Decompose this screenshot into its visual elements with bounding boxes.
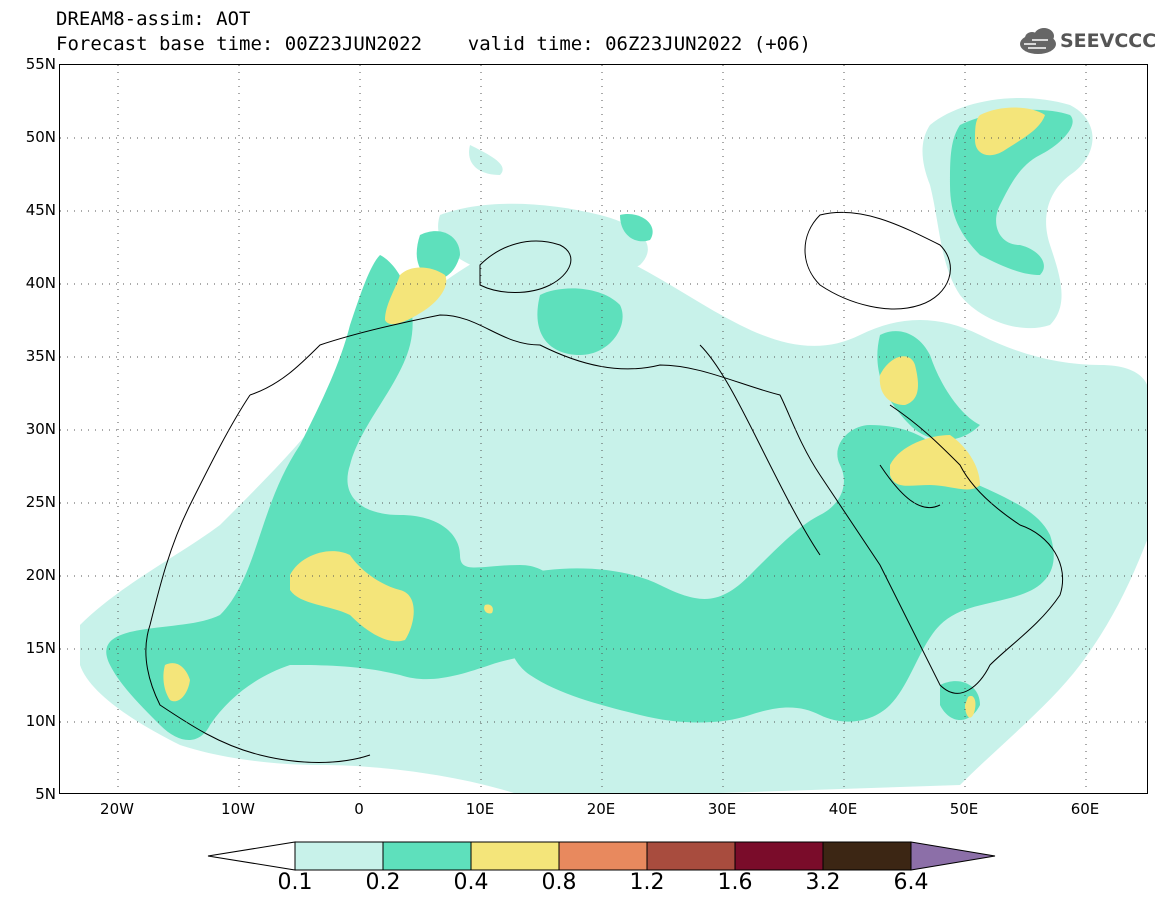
colorbar-label: 3.2 <box>805 870 841 895</box>
lon-label: 10W <box>221 800 255 818</box>
colorbar-segment-below <box>207 841 296 871</box>
lat-label: 15N <box>25 639 56 657</box>
colorbar-label: 0.4 <box>453 870 489 895</box>
lon-label: 30E <box>707 800 737 818</box>
colorbar-segment <box>294 841 384 871</box>
colorbar-label: 0.8 <box>541 870 577 895</box>
lat-label: 30N <box>25 420 56 438</box>
title-line-2: Forecast base time: 00Z23JUN2022 valid t… <box>56 33 811 55</box>
colorbar-segment <box>558 841 648 871</box>
lat-label: 5N <box>35 785 56 803</box>
colorbar-label: 1.6 <box>717 870 753 895</box>
lat-label: 50N <box>25 128 56 146</box>
colorbar <box>207 841 996 871</box>
lat-label: 45N <box>25 201 56 219</box>
colorbar-segment <box>734 841 824 871</box>
lon-label: 0 <box>354 800 364 818</box>
colorbar-segment <box>822 841 912 871</box>
aot-map <box>59 64 1148 794</box>
colorbar-label: 0.1 <box>277 870 313 895</box>
lat-label: 40N <box>25 274 56 292</box>
logo-text: SEEVCCC <box>1060 30 1157 52</box>
colorbar-label: 0.2 <box>365 870 401 895</box>
colorbar-segment-above <box>910 841 996 871</box>
lon-label: 20E <box>586 800 616 818</box>
colorbar-segment <box>646 841 736 871</box>
colorbar-segment <box>382 841 472 871</box>
lat-label: 20N <box>25 566 56 584</box>
lon-label: 50E <box>949 800 979 818</box>
lat-label: 25N <box>25 493 56 511</box>
seevccc-logo <box>1020 28 1056 54</box>
map-canvas <box>60 65 1147 793</box>
title-line-1: DREAM8-assim: AOT <box>56 8 251 30</box>
colorbar-segment <box>470 841 560 871</box>
lon-label: 20W <box>100 800 134 818</box>
lat-label: 55N <box>25 55 56 73</box>
lat-label: 35N <box>25 347 56 365</box>
lon-label: 10E <box>465 800 495 818</box>
lon-label: 60E <box>1070 800 1100 818</box>
lat-label: 10N <box>25 712 56 730</box>
colorbar-label: 1.2 <box>629 870 665 895</box>
grid-lines <box>60 65 1147 793</box>
aot-band-0.4-0.8 <box>163 107 1045 718</box>
coastlines <box>145 211 1064 763</box>
colorbar-label: 6.4 <box>893 870 929 895</box>
lon-label: 40E <box>828 800 858 818</box>
